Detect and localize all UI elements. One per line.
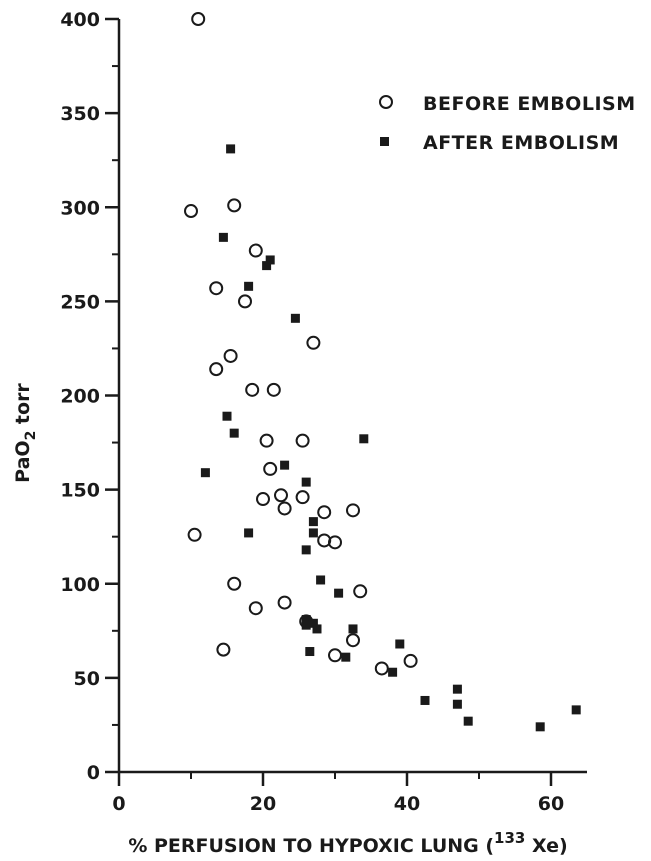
y-tick-label: 0 [87,762,100,784]
y-tick-label: 50 [74,668,100,690]
point-before-embolism [210,282,222,294]
point-before-embolism [250,245,262,257]
point-after-embolism [219,233,228,242]
point-after-embolism [309,528,318,537]
point-after-embolism [230,429,239,438]
point-after-embolism [280,461,289,470]
point-after-embolism [316,575,325,584]
y-axis-label-subscript: 2 [23,431,39,441]
point-before-embolism [225,350,237,362]
y-tick-label: 150 [60,480,100,502]
x-tick-label: 0 [112,793,125,815]
point-after-embolism [359,434,368,443]
point-before-embolism [239,295,251,307]
point-before-embolism [257,493,269,505]
legend-label-after-embolism: AFTER EMBOLISM [423,132,619,154]
point-before-embolism [192,13,204,25]
y-tick-label: 300 [60,197,100,219]
point-after-embolism [334,589,343,598]
y-tick-label: 200 [60,386,100,408]
point-before-embolism [347,634,359,646]
point-before-embolism [405,655,417,667]
x-axis-label-text: % PERFUSION TO HYPOXIC LUNG ( [128,835,494,857]
point-before-embolism [376,662,388,674]
point-after-embolism [305,647,314,656]
point-after-embolism [395,639,404,648]
point-after-embolism [244,528,253,537]
point-before-embolism [210,363,222,375]
point-before-embolism [275,489,287,501]
point-after-embolism [302,478,311,487]
point-after-embolism [349,624,358,633]
point-before-embolism [250,602,262,614]
chart-axes: 0 50 100 150 200 250 300 350 400 0 20 40 60 [60,9,587,815]
point-after-embolism [309,517,318,526]
y-tick-label: 400 [60,9,100,31]
point-after-embolism [313,624,322,633]
point-before-embolism [264,463,276,475]
point-after-embolism [226,144,235,153]
chart-points [185,13,581,731]
x-axis-label: % PERFUSION TO HYPOXIC LUNG (133 Xe) [128,829,567,857]
legend: BEFORE EMBOLISM AFTER EMBOLISM [380,93,636,154]
point-after-embolism [421,696,430,705]
point-after-embolism [223,412,232,421]
point-before-embolism [347,504,359,516]
point-after-embolism [201,468,210,477]
point-after-embolism [453,700,462,709]
y-axis-label-text: PaO [12,440,34,482]
y-axis-label-suffix: torr [12,383,34,431]
x-tick-label: 60 [538,793,564,815]
point-before-embolism [279,597,291,609]
point-after-embolism [388,668,397,677]
point-after-embolism [464,717,473,726]
point-before-embolism [185,205,197,217]
point-before-embolism [329,649,341,661]
x-tick-label: 40 [394,793,420,815]
legend-marker-after-embolism [380,137,389,146]
legend-marker-before-embolism [380,96,392,108]
y-tick-label: 100 [60,574,100,596]
legend-label-before-embolism: BEFORE EMBOLISM [423,93,636,115]
point-after-embolism [536,722,545,731]
point-before-embolism [307,337,319,349]
point-after-embolism [302,545,311,554]
point-before-embolism [189,529,201,541]
point-before-embolism [297,491,309,503]
x-axis-label-superscript: 133 [494,829,525,847]
x-tick-label: 20 [250,793,276,815]
y-tick-label: 350 [60,103,100,125]
point-before-embolism [246,384,258,396]
point-after-embolism [291,314,300,323]
point-before-embolism [297,435,309,447]
point-before-embolism [354,585,366,597]
y-tick-label: 250 [60,291,100,313]
point-before-embolism [217,644,229,656]
point-after-embolism [453,685,462,694]
point-before-embolism [261,435,273,447]
x-axis-label-suffix: Xe) [525,835,567,857]
point-after-embolism [572,705,581,714]
point-after-embolism [244,282,253,291]
point-after-embolism [341,653,350,662]
point-before-embolism [318,506,330,518]
y-axis-label: PaO2 torr [12,383,39,483]
point-before-embolism [228,199,240,211]
point-after-embolism [262,261,271,270]
point-before-embolism [279,502,291,514]
point-before-embolism [228,578,240,590]
point-before-embolism [268,384,280,396]
